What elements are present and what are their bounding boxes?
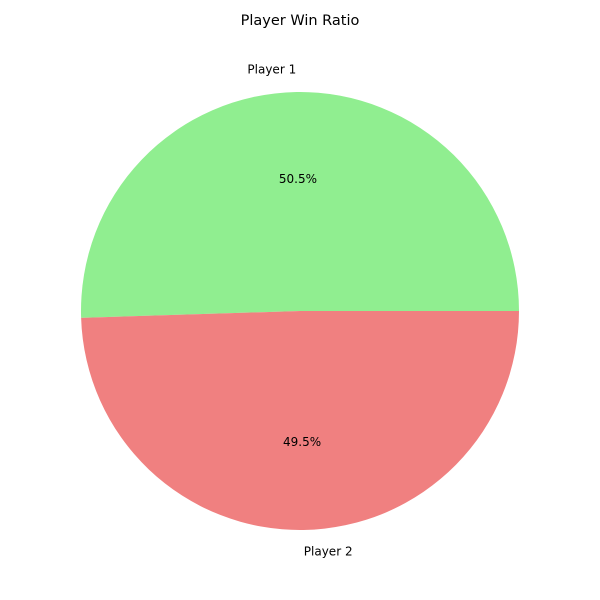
pie-slice-2 xyxy=(81,311,519,531)
slice-percent-1: 50.5% xyxy=(279,172,317,186)
pie-slice-1 xyxy=(81,92,520,318)
slice-label-1: Player 1 xyxy=(247,63,296,77)
chart-title: Player Win Ratio xyxy=(240,13,360,29)
slice-percent-2: 49.5% xyxy=(283,435,321,449)
slice-label-2: Player 2 xyxy=(304,544,353,558)
